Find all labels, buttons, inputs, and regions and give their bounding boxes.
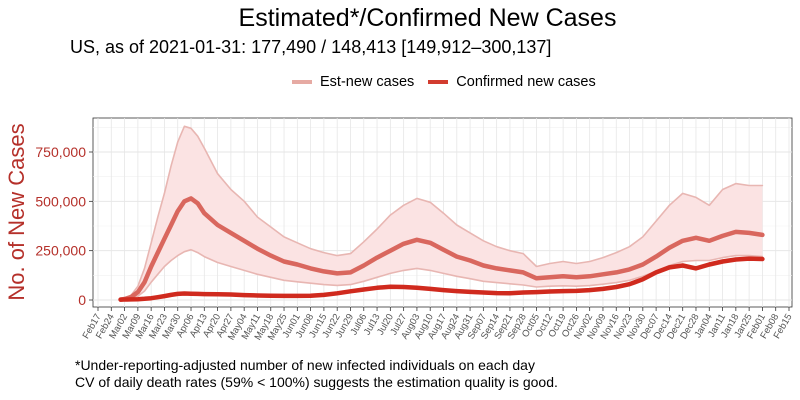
footnote-line-1: *Under-reporting-adjusted number of new … <box>75 357 535 373</box>
legend-label-confirmed: Confirmed new cases <box>456 74 596 90</box>
legend-item-confirmed: Confirmed new cases <box>428 74 596 90</box>
footnote: *Under-reporting-adjusted number of new … <box>75 357 558 391</box>
est-lower-bound-line <box>119 248 764 301</box>
y-tick-label: 0 <box>78 292 86 308</box>
chart-title: Estimated*/Confirmed New Cases <box>238 4 617 32</box>
y-tick-label: 750,000 <box>35 144 86 160</box>
est-interval-band <box>120 126 763 300</box>
legend-item-est: Est-new cases <box>292 74 414 90</box>
footnote-line-2: CV of daily death rates (59% < 100%) sug… <box>75 374 558 390</box>
y-tick-label: 250,000 <box>35 243 86 259</box>
y-tick-label: 500,000 <box>35 193 86 209</box>
legend-label-est: Est-new cases <box>320 74 415 90</box>
legend-swatch-est <box>292 80 312 84</box>
confirmed-new-cases-line <box>118 256 765 302</box>
legend: Est-new cases Confirmed new cases <box>292 74 610 90</box>
y-axis-label: No. of New Cases <box>4 123 29 300</box>
est-new-cases-line <box>118 196 765 302</box>
x-axis: Feb17Feb24Mar02Mar09Mar16Mar23Mar30Apr06… <box>81 307 795 342</box>
legend-swatch-confirmed <box>428 80 449 84</box>
y-axis: 0 250,000 500,000 750,000 <box>35 144 93 308</box>
est-upper-bound-line <box>119 125 764 301</box>
chart-subtitle: US, as of 2021-01-31: 177,490 / 148,413 … <box>70 37 552 57</box>
